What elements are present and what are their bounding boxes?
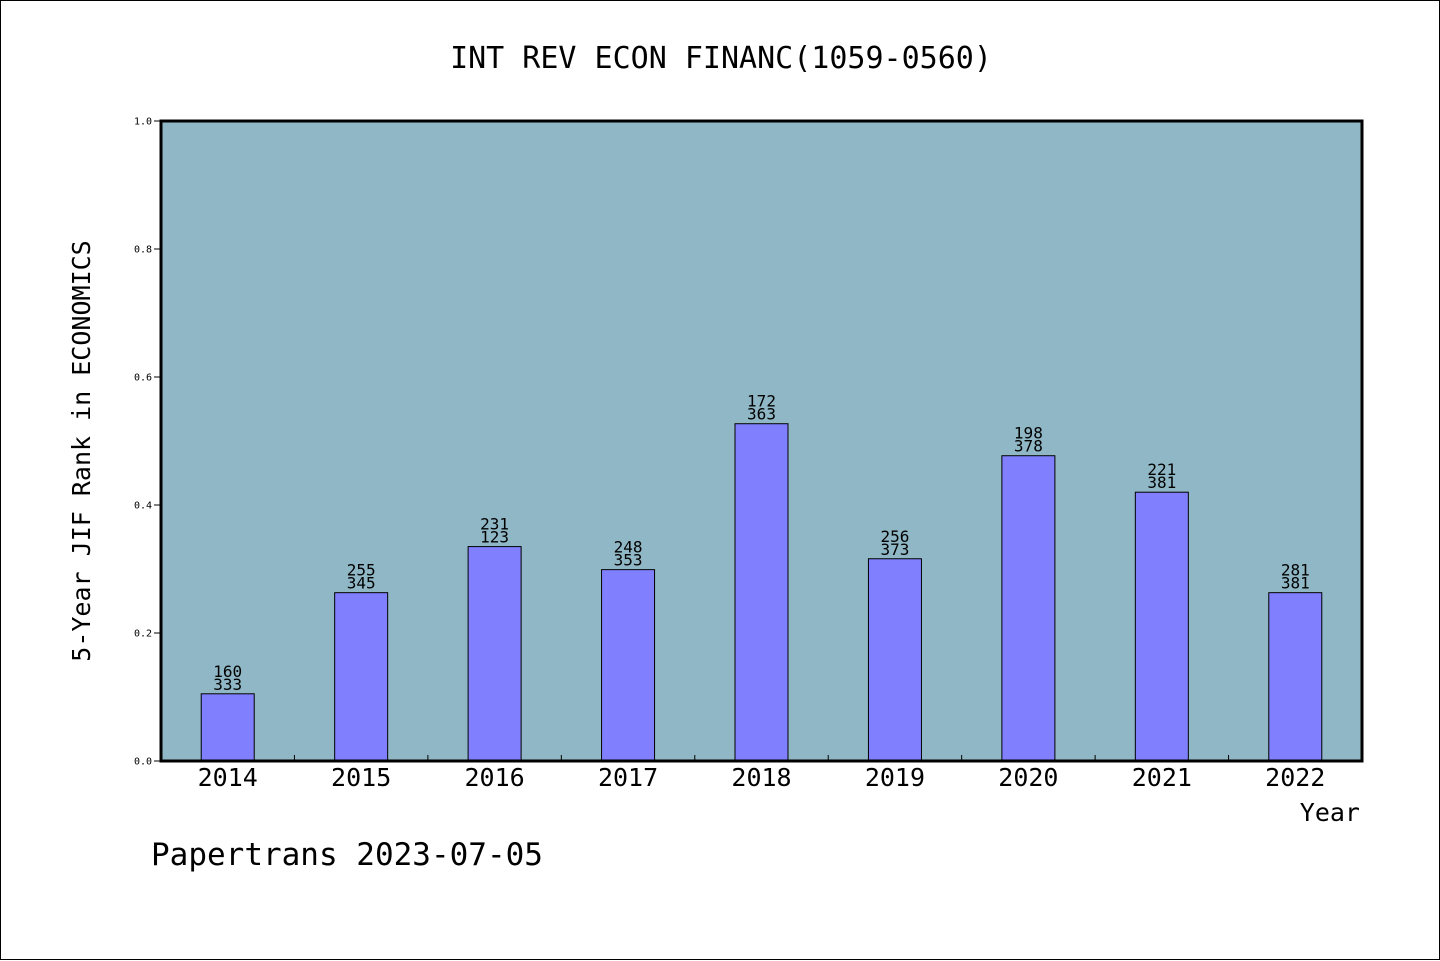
bar [1268,592,1323,762]
bar [1001,455,1056,762]
x-tick-label: 2016 [465,763,525,792]
bar-total-label: 378 [1014,437,1043,456]
bar-rank-label: 248 [614,538,643,557]
source-footer: Papertrans 2023-07-05 [151,837,543,873]
y-tick-label: 0.2 [134,629,152,640]
bar-total-label: 345 [347,574,376,593]
y-tick-label: 0.6 [134,373,152,384]
bar-total-label: 333 [213,675,242,694]
x-tick-label: 2014 [198,763,258,792]
x-tick-label: 2018 [731,763,791,792]
y-tick-label: 0.0 [134,757,152,768]
y-tick-label: 1.0 [134,117,152,128]
bar-rank-label: 281 [1281,561,1310,580]
bar-rank-label: 231 [480,515,509,534]
x-tick-label: 2021 [1132,763,1192,792]
bar-rank-label: 172 [747,392,776,411]
bar-rank-label: 255 [347,561,376,580]
x-axis-label: Year [1300,798,1360,827]
x-tick-label: 2020 [998,763,1058,792]
y-axis: 0.0 0.2 0.4 0.6 0.8 1.0 [134,117,161,768]
bar-rank-label: 221 [1147,460,1176,479]
bar-total-label: 353 [614,551,643,570]
bar-rank-label: 256 [880,527,909,546]
x-axis: 2014 2015 2016 2017 2018 2019 2020 2021 2022 [198,755,1325,792]
chart-title: INT REV ECON FINANC(1059-0560) [450,41,992,76]
x-tick-label: 2022 [1265,763,1325,792]
x-tick-label: 2015 [331,763,391,792]
bar-total-label: 363 [747,405,776,424]
bar [1134,491,1189,762]
y-tick-label: 0.8 [134,245,152,256]
x-tick-label: 2017 [598,763,658,792]
bar [601,569,656,762]
bar-total-label: 381 [1147,473,1176,492]
y-tick-label: 0.4 [134,501,152,512]
bar-total-label: 381 [1281,574,1310,593]
bar-rank-label: 160 [213,662,242,681]
bar-total-label: 373 [880,540,909,559]
bar [867,558,922,762]
bars: 1603332553452311232483531723632563731983… [200,392,1323,762]
y-axis-label: 5-Year JIF Rank in ECONOMICS [67,240,96,661]
bar [334,592,389,762]
bar-total-label: 123 [480,528,509,547]
x-tick-label: 2019 [865,763,925,792]
bar [467,546,522,762]
plot-border [159,119,1364,763]
bar [200,693,255,762]
bar-rank-label: 198 [1014,424,1043,443]
bar [734,423,789,762]
